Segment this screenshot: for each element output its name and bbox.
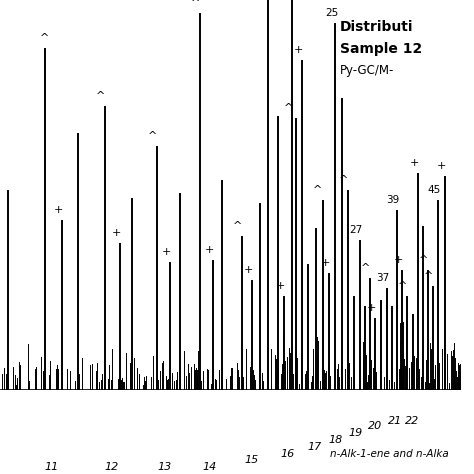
Text: +: + (293, 45, 303, 55)
Text: ^: ^ (233, 221, 243, 231)
Text: ^: ^ (398, 281, 408, 291)
Text: ^: ^ (313, 185, 323, 195)
Text: ^: ^ (419, 255, 428, 265)
Text: 11: 11 (45, 462, 59, 472)
Text: ^: ^ (191, 0, 201, 8)
Text: 22: 22 (405, 416, 419, 426)
Text: 17: 17 (308, 442, 322, 452)
Text: 13: 13 (158, 462, 172, 472)
Text: +: + (161, 247, 171, 257)
Text: 20: 20 (368, 421, 382, 431)
Text: ^: ^ (424, 271, 434, 281)
Text: ^: ^ (284, 103, 294, 113)
Text: ^: ^ (40, 33, 50, 43)
Text: Distributi: Distributi (340, 20, 413, 34)
Text: n-Alk-1-ene and n-Alka: n-Alk-1-ene and n-Alka (330, 449, 449, 459)
Text: 45: 45 (428, 185, 441, 195)
Text: 18: 18 (329, 435, 343, 445)
Text: Py-GC/M-: Py-GC/M- (340, 64, 394, 77)
Text: +: + (111, 228, 121, 238)
Text: +: + (366, 303, 376, 313)
Text: +: + (243, 265, 253, 275)
Text: ^: ^ (148, 131, 158, 141)
Text: 14: 14 (203, 462, 217, 472)
Text: +: + (53, 205, 63, 215)
Text: 25: 25 (325, 8, 338, 18)
Text: +: + (204, 245, 214, 255)
Text: Sample 12: Sample 12 (340, 42, 422, 56)
Text: 12: 12 (105, 462, 119, 472)
Text: +: + (436, 161, 446, 171)
Text: 37: 37 (376, 273, 390, 283)
Text: ^: ^ (96, 91, 106, 101)
Text: 27: 27 (349, 225, 363, 235)
Text: 21: 21 (388, 416, 402, 426)
Text: ^: ^ (339, 175, 349, 185)
Text: +: + (393, 255, 403, 265)
Text: 16: 16 (281, 449, 295, 459)
Text: +: + (410, 158, 419, 168)
Text: 19: 19 (349, 428, 363, 438)
Text: 39: 39 (386, 195, 400, 205)
Text: ^: ^ (361, 263, 371, 273)
Text: +: + (275, 281, 285, 291)
Text: +: + (320, 258, 330, 268)
Text: 15: 15 (245, 455, 259, 465)
